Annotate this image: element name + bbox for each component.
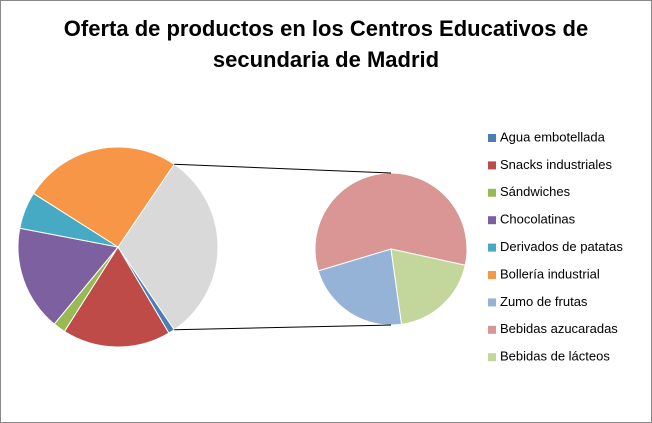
pie-slice	[390, 248, 466, 325]
other-slice	[117, 163, 219, 331]
connector	[174, 324, 392, 331]
pie-slice	[17, 227, 119, 325]
legend-label: Agua embotellada	[500, 129, 606, 144]
legend-swatch	[488, 325, 496, 334]
legend-label: Bebidas azucaradas	[500, 321, 618, 336]
legend-label: Sándwiches	[500, 184, 571, 199]
legend-swatch	[488, 216, 496, 225]
legend-swatch	[488, 243, 496, 252]
legend-swatch	[488, 298, 496, 307]
legend-label: Bebidas de lácteos	[500, 349, 610, 364]
pie-slice	[317, 248, 403, 326]
legend-swatch	[488, 134, 496, 142]
legend-swatch	[488, 188, 496, 197]
pie-slice	[63, 246, 170, 348]
legend-swatch	[488, 353, 496, 362]
pie-slice	[32, 146, 175, 248]
legend-label: Snacks industriales	[500, 157, 612, 172]
legend-swatch	[488, 161, 496, 170]
legend-label: Bollería industrial	[500, 266, 600, 281]
chart-title: Oferta de productos en los Centros Educa…	[63, 16, 589, 72]
legend-label: Zumo de frutas	[500, 294, 588, 309]
legend-swatch	[488, 271, 496, 279]
connector	[174, 163, 392, 174]
legend-label: Derivados de patatas	[500, 239, 623, 254]
legend-label: Chocolatinas	[500, 212, 576, 227]
